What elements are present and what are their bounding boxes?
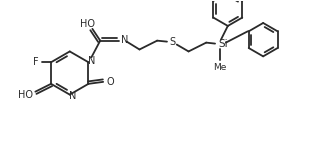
Text: N: N bbox=[121, 35, 128, 45]
Text: N: N bbox=[69, 91, 76, 101]
Text: HO: HO bbox=[80, 19, 95, 29]
Text: Me: Me bbox=[213, 63, 227, 72]
Text: HO: HO bbox=[18, 90, 33, 100]
Text: Si: Si bbox=[218, 39, 228, 49]
Text: O: O bbox=[106, 77, 114, 87]
Text: S: S bbox=[170, 37, 176, 47]
Text: F: F bbox=[32, 57, 38, 67]
Text: N: N bbox=[88, 56, 96, 66]
